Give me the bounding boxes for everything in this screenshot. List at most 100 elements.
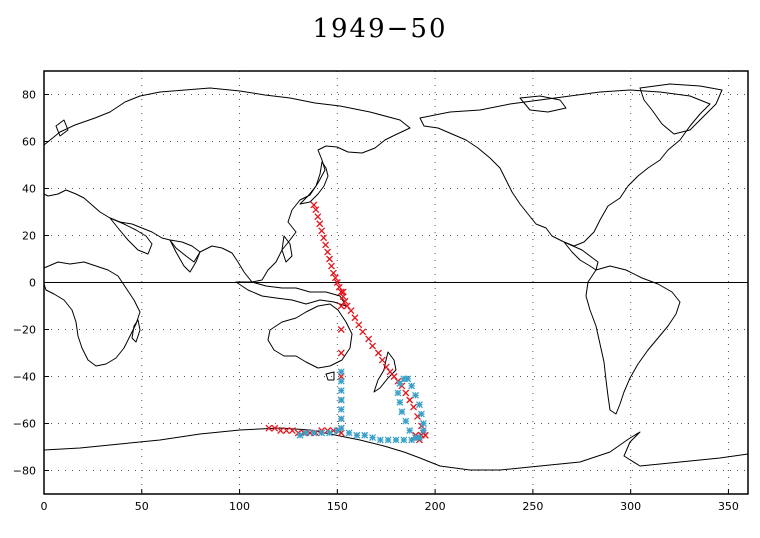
data-point-red-x: [347, 307, 355, 315]
data-points: [265, 201, 429, 444]
data-point-red-x: [324, 248, 332, 256]
indonesia-coastline: [235, 281, 347, 307]
data-point-blue-star: [333, 427, 341, 435]
data-point-blue-star: [416, 401, 423, 409]
data-point-blue-star: [408, 382, 416, 390]
data-point-red-x: [283, 427, 290, 435]
data-point-blue-star: [376, 436, 384, 444]
uk-coastline: [55, 119, 69, 137]
x-tick-label: 100: [229, 500, 250, 513]
data-point-blue-star: [302, 429, 310, 437]
data-point-red-x: [320, 234, 328, 242]
data-point-red-x: [365, 335, 373, 343]
data-point-red-x: [402, 389, 410, 397]
antarctica-coastline: [43, 427, 749, 471]
data-point-blue-star: [326, 429, 333, 437]
data-point-blue-star: [412, 434, 420, 442]
data-point-red-x: [331, 274, 339, 282]
chart-title: 1949−50: [312, 14, 448, 44]
data-point-blue-star: [337, 415, 345, 423]
data-point-red-x: [359, 328, 367, 336]
data-point-blue-star: [394, 389, 402, 397]
x-tick-label: 250: [522, 500, 543, 513]
data-point-blue-star: [337, 405, 345, 413]
data-point-red-x: [337, 302, 345, 310]
data-point-blue-star: [310, 429, 318, 437]
data-point-blue-star: [400, 436, 408, 444]
y-tick-label: −80: [13, 465, 36, 478]
data-point-red-x: [337, 288, 345, 296]
north-america-coastline: [419, 89, 711, 247]
data-point-blue-star: [318, 429, 326, 437]
data-point-blue-star: [345, 429, 353, 437]
greenland-coastline: [639, 83, 723, 135]
data-point-blue-star: [296, 431, 304, 439]
data-point-red-x: [288, 427, 296, 435]
eurasia-coastline: [43, 87, 411, 283]
data-point-blue-star: [412, 391, 420, 399]
data-point-red-x: [312, 206, 320, 214]
data-point-red-x: [333, 279, 341, 286]
data-point-red-x: [265, 424, 273, 432]
data-point-red-x: [374, 349, 382, 357]
data-point-blue-star: [396, 398, 404, 406]
x-tick-label: 350: [718, 500, 739, 513]
data-point-red-x: [318, 227, 326, 235]
data-point-blue-star: [369, 434, 376, 442]
data-point-red-x: [271, 424, 279, 432]
y-axis-ticks: 80 60 40 20 0 −20 −40 −60 −80: [13, 89, 49, 478]
data-point-blue-star: [353, 431, 361, 439]
grid-lines: [44, 71, 748, 494]
arabia-coastline: [109, 217, 153, 255]
y-tick-label: 80: [22, 89, 36, 102]
data-point-red-x: [355, 321, 363, 329]
data-point-blue-star: [419, 420, 427, 427]
philippines-coastline: [281, 235, 293, 263]
data-point-red-x: [277, 427, 285, 435]
x-tick-label: 0: [41, 500, 48, 513]
data-point-blue-star: [402, 417, 410, 425]
data-point-red-x: [326, 255, 333, 263]
y-tick-label: −60: [13, 418, 36, 431]
y-tick-label: 20: [22, 230, 36, 243]
data-point-blue-star: [337, 387, 345, 395]
data-point-red-x: [316, 220, 324, 228]
data-point-red-x: [322, 241, 330, 249]
data-point-red-x: [329, 269, 337, 277]
y-tick-label: 0: [29, 277, 36, 290]
data-point-red-x: [328, 262, 335, 270]
data-point-red-x: [314, 213, 322, 221]
data-point-red-x: [337, 326, 345, 333]
data-point-red-x: [310, 201, 318, 209]
india-coastline: [169, 239, 201, 273]
data-point-red-x: [339, 288, 347, 296]
coastline-map: [43, 83, 749, 471]
japan-coastline: [299, 161, 329, 205]
y-tick-label: −20: [13, 324, 36, 337]
data-point-red-x: [369, 342, 376, 350]
x-axis-ticks: 0 50 100 150 200 250 300 350: [41, 489, 739, 513]
data-point-blue-star: [384, 436, 392, 444]
data-point-blue-star: [337, 396, 345, 404]
data-point-red-x: [337, 349, 345, 357]
x-tick-label: 200: [425, 500, 446, 513]
data-point-blue-star: [392, 436, 400, 444]
data-point-red-x: [351, 314, 359, 322]
data-point-red-x: [406, 396, 414, 404]
data-point-blue-star: [337, 368, 345, 376]
data-point-blue-star: [398, 408, 406, 416]
data-point-blue-star: [337, 377, 345, 385]
madagascar-coastline: [131, 319, 141, 343]
australia-coastline: [267, 303, 353, 369]
data-point-red-x: [410, 403, 418, 411]
data-point-blue-star: [361, 431, 369, 439]
central-america-coastline: [563, 241, 599, 271]
data-point-red-x: [378, 356, 386, 364]
data-point-blue-star: [406, 427, 414, 435]
south-america-coastline: [585, 265, 681, 415]
africa-coastline: [43, 261, 141, 367]
arctic-islands-coastline: [519, 95, 567, 113]
y-tick-label: 60: [22, 136, 36, 149]
y-tick-label: −40: [13, 371, 36, 384]
